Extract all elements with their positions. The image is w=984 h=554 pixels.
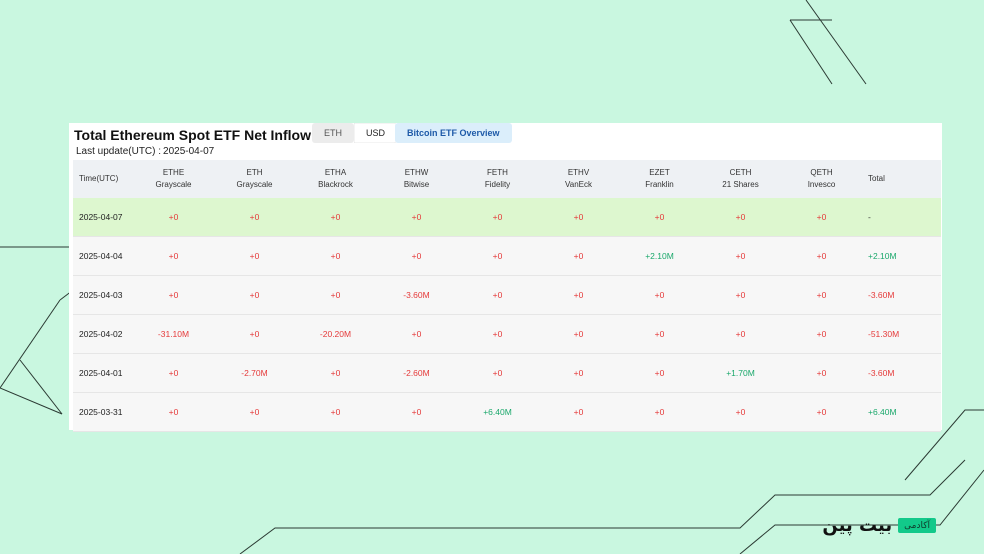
flow-cell: +0 bbox=[781, 198, 862, 237]
brand-logo: بیت پین آکادمی bbox=[822, 514, 936, 536]
flow-cell: +0 bbox=[457, 314, 538, 354]
flow-cell: +0 bbox=[214, 392, 295, 432]
flow-cell: +0 bbox=[295, 275, 376, 315]
flow-cell: +0 bbox=[295, 392, 376, 432]
flow-cell: +0 bbox=[295, 353, 376, 393]
page-title: Total Ethereum Spot ETF Net Inflow USD bbox=[74, 127, 345, 143]
table-header-row: Time(UTC) ETHE Grayscale ETH Grayscale ETH… bbox=[73, 160, 941, 198]
flow-cell: +0 bbox=[619, 353, 700, 393]
flow-cell: +0 bbox=[700, 275, 781, 315]
table-row: 2025-04-07 +0 +0 +0 +0 +0 +0 +0 +0 +0- bbox=[73, 198, 941, 237]
flow-cell: +0 bbox=[376, 236, 457, 276]
flow-cell: +0 bbox=[214, 275, 295, 315]
flow-cell: +0 bbox=[376, 198, 457, 237]
row-total-cell: +6.40M bbox=[862, 392, 941, 432]
column-header-ethe: ETHE Grayscale bbox=[133, 160, 214, 198]
bitcoin-etf-overview-button[interactable]: Bitcoin ETF Overview bbox=[395, 123, 512, 143]
table-body: 2025-04-07 +0 +0 +0 +0 +0 +0 +0 +0 +0-2025-04-04 +… bbox=[73, 198, 941, 432]
column-header-eth: ETH Grayscale bbox=[214, 160, 295, 198]
flow-cell: +0 bbox=[619, 198, 700, 237]
row-total-cell: - bbox=[862, 198, 941, 237]
flow-cell: +0 bbox=[133, 353, 214, 393]
flow-cell: +0 bbox=[538, 392, 619, 432]
table-row: 2025-04-02 -31.10M +0 -20.20M +0 +0 +0 +0 +0 +0 -5… bbox=[73, 314, 941, 354]
flow-cell: +0 bbox=[133, 275, 214, 315]
column-header-qeth: QETH Invesco bbox=[781, 160, 862, 198]
flow-cell: +0 bbox=[700, 314, 781, 354]
flow-cell: +0 bbox=[214, 314, 295, 354]
flow-cell: +0 bbox=[133, 198, 214, 237]
inflow-table: Time(UTC) ETHE Grayscale ETH Grayscale ETH… bbox=[73, 160, 941, 432]
tab-eth[interactable]: ETH bbox=[312, 123, 354, 143]
flow-cell: +0 bbox=[538, 236, 619, 276]
flow-cell: +0 bbox=[133, 392, 214, 432]
flow-cell: +0 bbox=[214, 198, 295, 237]
flow-cell: +0 bbox=[538, 314, 619, 354]
flow-cell: +0 bbox=[781, 314, 862, 354]
row-date: 2025-04-02 bbox=[73, 314, 133, 354]
table-row: 2025-03-31 +0 +0 +0 +0 +6.40M +0 +0 +0 +0 +6.40M bbox=[73, 392, 941, 432]
flow-cell: +0 bbox=[295, 198, 376, 237]
column-header-ceth: CETH 21 Shares bbox=[700, 160, 781, 198]
flow-cell: +0 bbox=[700, 236, 781, 276]
column-header-etha: ETHA Blackrock bbox=[295, 160, 376, 198]
flow-cell: +0 bbox=[457, 353, 538, 393]
row-total-cell: -3.60M bbox=[862, 275, 941, 315]
flow-cell: +0 bbox=[781, 353, 862, 393]
column-header-ethw: ETHW Bitwise bbox=[376, 160, 457, 198]
row-total-cell: +2.10M bbox=[862, 236, 941, 276]
flow-cell: +0 bbox=[538, 198, 619, 237]
flow-cell: +0 bbox=[700, 392, 781, 432]
flow-cell: -20.20M bbox=[295, 314, 376, 354]
flow-cell: -2.60M bbox=[376, 353, 457, 393]
row-date: 2025-04-07 bbox=[73, 198, 133, 237]
column-header-feth: FETH Fidelity bbox=[457, 160, 538, 198]
row-date: 2025-04-04 bbox=[73, 236, 133, 276]
tab-usd[interactable]: USD bbox=[354, 123, 398, 143]
flow-cell: +0 bbox=[781, 275, 862, 315]
flow-cell: +0 bbox=[781, 236, 862, 276]
table-row: 2025-04-03 +0 +0 +0 -3.60M +0 +0 +0 +0 +0 -3.60M bbox=[73, 275, 941, 315]
row-date: 2025-04-03 bbox=[73, 275, 133, 315]
column-header-time: Time(UTC) bbox=[73, 160, 133, 198]
row-date: 2025-03-31 bbox=[73, 392, 133, 432]
flow-cell: +0 bbox=[619, 392, 700, 432]
flow-cell: +0 bbox=[538, 275, 619, 315]
flow-cell: +0 bbox=[619, 314, 700, 354]
flow-cell: +0 bbox=[376, 314, 457, 354]
column-header-total: Total bbox=[862, 160, 941, 198]
brand-badge: آکادمی bbox=[898, 517, 936, 533]
column-header-ezet: EZET Franklin bbox=[619, 160, 700, 198]
flow-cell: +0 bbox=[538, 353, 619, 393]
flow-cell: +0 bbox=[781, 392, 862, 432]
etf-inflow-panel: Total Ethereum Spot ETF Net Inflow USD E… bbox=[69, 123, 942, 432]
last-update-label: Last update(UTC) : bbox=[76, 146, 162, 157]
flow-cell: +2.10M bbox=[619, 236, 700, 276]
table-row: 2025-04-04 +0 +0 +0 +0 +0 +0 +2.10M +0 +0 +2.10M bbox=[73, 236, 941, 276]
flow-cell: +0 bbox=[619, 275, 700, 315]
flow-cell: +0 bbox=[133, 236, 214, 276]
unit-tabs: ETH USD bbox=[312, 123, 398, 143]
flow-cell: +0 bbox=[457, 275, 538, 315]
last-update: Last update(UTC) :2025-04-07 bbox=[74, 146, 214, 157]
flow-cell: +1.70M bbox=[700, 353, 781, 393]
row-date: 2025-04-01 bbox=[73, 353, 133, 393]
flow-cell: +0 bbox=[457, 236, 538, 276]
flow-cell: -31.10M bbox=[133, 314, 214, 354]
flow-cell: +0 bbox=[214, 236, 295, 276]
flow-cell: -3.60M bbox=[376, 275, 457, 315]
row-total-cell: -51.30M bbox=[862, 314, 941, 354]
flow-cell: +0 bbox=[295, 236, 376, 276]
flow-cell: +6.40M bbox=[457, 392, 538, 432]
brand-name: بیت پین bbox=[822, 514, 893, 536]
flow-cell: +0 bbox=[376, 392, 457, 432]
flow-cell: +0 bbox=[700, 198, 781, 237]
flow-cell: -2.70M bbox=[214, 353, 295, 393]
last-update-value: 2025-04-07 bbox=[163, 146, 215, 157]
flow-cell: +0 bbox=[457, 198, 538, 237]
table-row: 2025-04-01 +0 -2.70M +0 -2.60M +0 +0 +0 +1.70M +0… bbox=[73, 353, 941, 393]
column-header-ethv: ETHV VanEck bbox=[538, 160, 619, 198]
row-total-cell: -3.60M bbox=[862, 353, 941, 393]
